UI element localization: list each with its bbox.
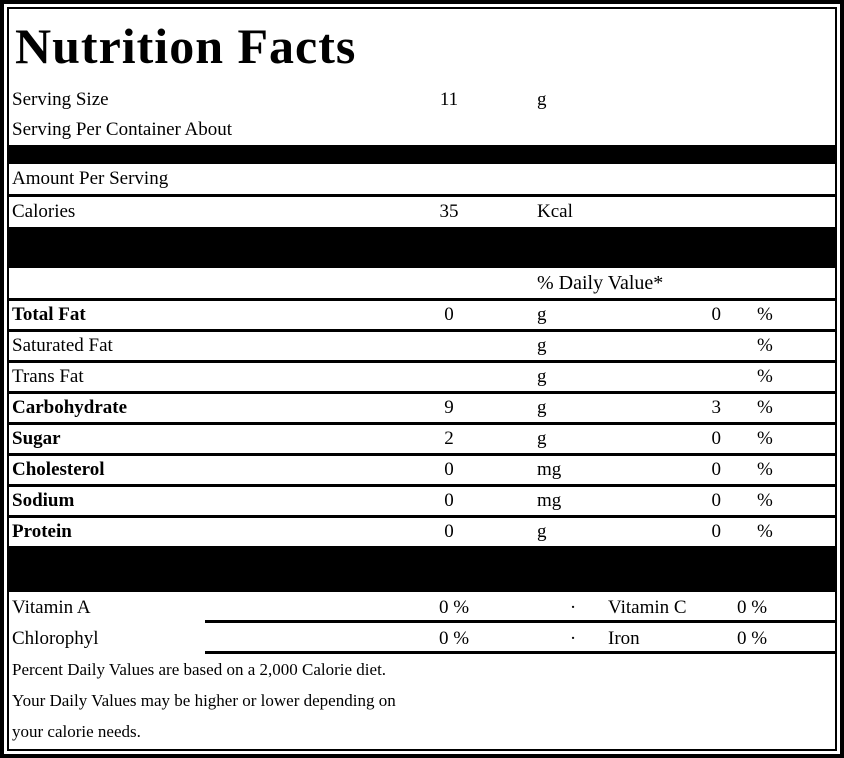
nutrient-row-saturated-fat: Saturated Fat g %: [9, 332, 835, 363]
amount-per-serving-row: Amount Per Serving: [9, 164, 835, 197]
nutrient-label: Sodium: [12, 490, 75, 511]
footnote-line: your calorie needs.: [12, 722, 141, 741]
nutrient-amount: 2: [444, 428, 454, 449]
serving-per-container-label: Serving Per Container About: [12, 119, 233, 140]
nutrient-dv-value: 3: [711, 397, 722, 418]
calories-value: 35: [439, 201, 459, 222]
nutrient-dv-value: 0: [711, 304, 722, 325]
nutrient-dv-percent-sign: %: [757, 366, 773, 387]
nutrient-unit: g: [537, 521, 547, 542]
nutrient-label: Total Fat: [12, 304, 86, 325]
daily-value-header: % Daily Value*: [537, 272, 664, 294]
nutrient-unit: g: [537, 397, 547, 418]
vitamin-row-underline: [205, 651, 835, 654]
nutrient-dv-percent-sign: %: [757, 490, 773, 511]
nutrient-amount: 9: [444, 397, 454, 418]
nutrient-row-carbohydrate: Carbohydrate 9 g 3 %: [9, 394, 835, 425]
nutrient-amount: 0: [444, 304, 454, 325]
nutrient-label: Protein: [12, 521, 72, 542]
nutrient-dv-percent-sign: %: [757, 304, 773, 325]
nutrient-label: Carbohydrate: [12, 397, 128, 418]
nutrient-amount: 0: [444, 459, 454, 480]
amount-per-serving-label: Amount Per Serving: [12, 168, 169, 189]
vitamin-left-value: 0 %: [438, 628, 470, 649]
nutrient-dv-percent-sign: %: [757, 521, 773, 542]
vitamin-right-label: Vitamin C: [608, 597, 687, 618]
nutrient-amount: 0: [444, 521, 454, 542]
serving-size-value: 11: [439, 89, 459, 110]
vitamin-row-underline: [205, 620, 835, 623]
page-title: Nutrition Facts: [15, 18, 357, 74]
serving-per-container-row: Serving Per Container About: [9, 115, 835, 145]
calories-unit: Kcal: [537, 201, 573, 222]
nutrient-label: Sugar: [12, 428, 61, 449]
nutrient-row-total-fat: Total Fat 0 g 0 %: [9, 301, 835, 332]
nutrient-row-trans-fat: Trans Fat g %: [9, 363, 835, 394]
vitamin-left-value: 0 %: [438, 597, 470, 618]
separator-bar-thick-bottom: [9, 549, 835, 592]
bullet-separator: ·: [569, 597, 577, 618]
nutrient-dv-value: 0: [711, 521, 722, 542]
daily-value-header-row: % Daily Value*: [9, 268, 835, 301]
serving-size-row: Serving Size 11 g: [9, 85, 835, 115]
footnote-line: Your Daily Values may be higher or lower…: [12, 691, 396, 710]
footnote-block: Percent Daily Values are based on a 2,00…: [9, 654, 835, 747]
nutrient-label: Trans Fat: [12, 366, 84, 387]
nutrient-label: Cholesterol: [12, 459, 105, 480]
vitamin-row-chlorophyl: Chlorophyl 0 % · Iron 0 %: [9, 623, 835, 654]
serving-size-unit: g: [537, 89, 547, 110]
nutrient-label: Saturated Fat: [12, 335, 113, 356]
nutrient-dv-percent-sign: %: [757, 459, 773, 480]
vitamin-right-value: 0 %: [737, 597, 768, 618]
calories-row: Calories 35 Kcal: [9, 197, 835, 227]
calories-label: Calories: [12, 201, 76, 222]
nutrient-unit: g: [537, 304, 547, 325]
nutrient-row-cholesterol: Cholesterol 0 mg 0 %: [9, 456, 835, 487]
nutrient-amount: 0: [444, 490, 454, 511]
nutrient-dv-percent-sign: %: [757, 335, 773, 356]
nutrient-dv-percent-sign: %: [757, 397, 773, 418]
nutrient-row-sodium: Sodium 0 mg 0 %: [9, 487, 835, 518]
vitamin-right-label: Iron: [608, 628, 640, 649]
vitamin-left-label: Chlorophyl: [12, 628, 99, 649]
nutrient-dv-value: 0: [711, 459, 722, 480]
vitamin-row-a: Vitamin A 0 % · Vitamin C 0 %: [9, 592, 835, 623]
footnote-line: Percent Daily Values are based on a 2,00…: [12, 660, 387, 679]
separator-bar-thin: [9, 145, 835, 164]
bullet-separator: ·: [569, 628, 577, 649]
nutrient-dv-value: 0: [711, 490, 722, 511]
nutrient-unit: g: [537, 428, 547, 449]
vitamin-left-label: Vitamin A: [12, 597, 91, 618]
label-inner-frame: Nutrition Facts Serving Size 11 g Servin…: [7, 7, 837, 751]
nutrient-unit: mg: [537, 459, 562, 480]
nutrient-row-protein: Protein 0 g 0 %: [9, 518, 835, 549]
serving-size-label: Serving Size: [12, 89, 109, 110]
nutrient-dv-percent-sign: %: [757, 428, 773, 449]
vitamin-right-value: 0 %: [737, 628, 768, 649]
nutrient-unit: g: [537, 366, 547, 387]
nutrient-unit: g: [537, 335, 547, 356]
nutrient-dv-value: 0: [711, 428, 722, 449]
nutrient-row-sugar: Sugar 2 g 0 %: [9, 425, 835, 456]
nutrient-unit: mg: [537, 490, 562, 511]
separator-bar-thick: [9, 227, 835, 268]
